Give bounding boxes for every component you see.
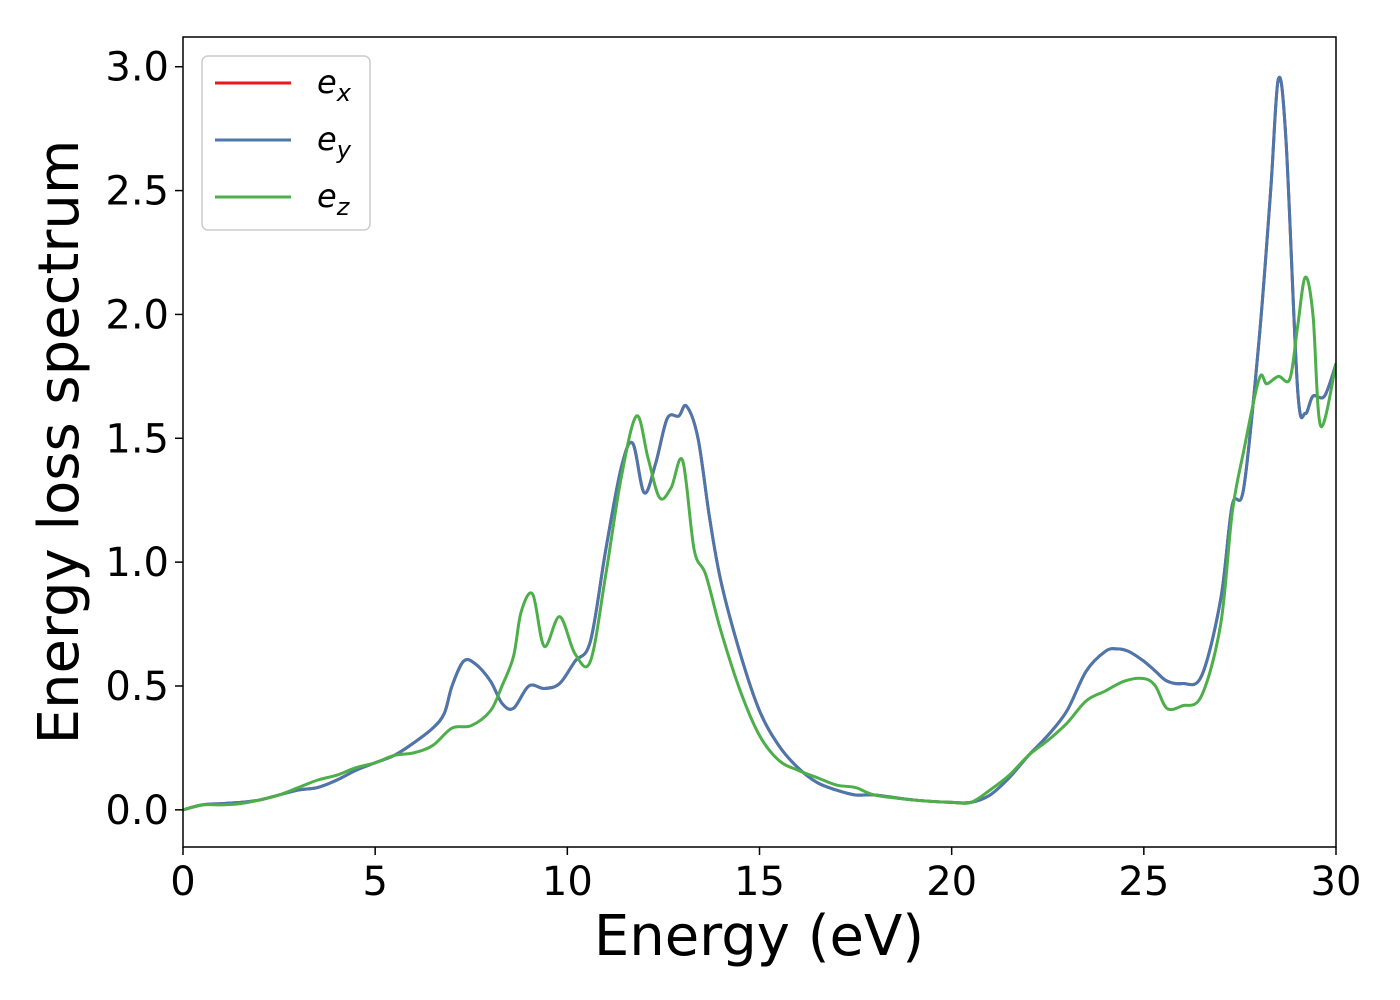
y-tick-label: 1.0: [105, 540, 169, 586]
x-axis-title: Energy (eV): [594, 904, 924, 969]
x-tick-label: 25: [1118, 859, 1169, 905]
y-tick-label: 1.5: [105, 416, 169, 462]
y-tick-label: 2.0: [105, 292, 169, 338]
legend-label: ey: [317, 120, 352, 164]
y-tick-label: 3.0: [105, 45, 169, 91]
x-tick-label: 30: [1311, 859, 1362, 905]
x-tick-label: 0: [170, 859, 195, 905]
legend-box: [201, 55, 371, 231]
y-tick-label: 0.0: [105, 788, 169, 834]
x-tick-label: 15: [734, 859, 785, 905]
x-axis: 0 5 10 15 20 25 30: [170, 847, 1361, 905]
plot-lines: [183, 75, 1336, 812]
y-axis: 0.0 0.5 1.0 1.5 2.0 2.5 3.0: [105, 45, 183, 834]
x-tick-label: 10: [542, 859, 593, 905]
y-tick-label: 2.5: [105, 169, 169, 215]
legend-label: ex: [317, 63, 352, 107]
y-tick-label: 0.5: [105, 664, 169, 710]
series-line-e-z: [183, 275, 1336, 812]
legend-label: ez: [317, 177, 351, 221]
x-tick-label: 5: [362, 859, 387, 905]
y-axis-title: Energy loss spectrum: [27, 140, 92, 745]
legend: ex ey ez: [201, 55, 371, 231]
x-tick-label: 20: [926, 859, 977, 905]
